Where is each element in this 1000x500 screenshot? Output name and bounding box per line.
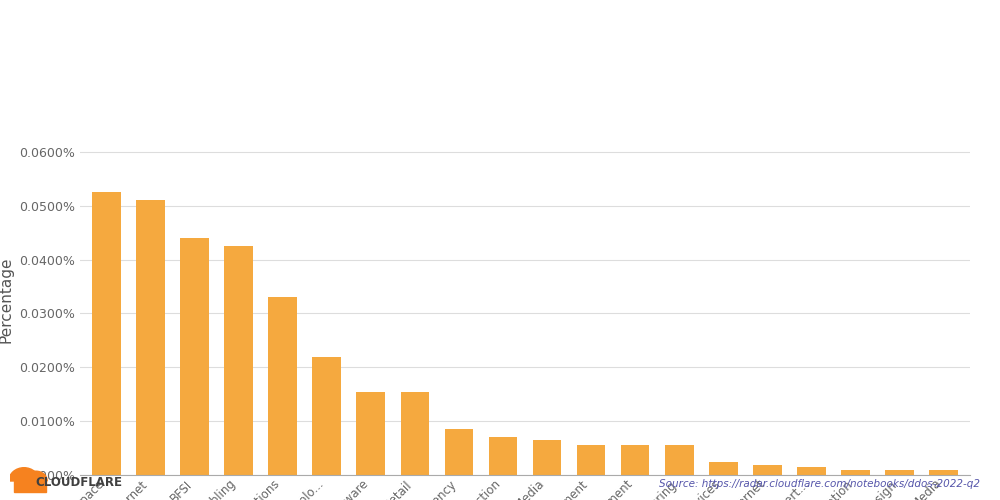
Bar [92,192,121,475]
Wedge shape [18,474,42,484]
Bar [268,298,297,475]
Bar [533,440,561,475]
Bar [445,429,473,475]
Bar [929,470,958,475]
Bar [136,200,165,475]
Bar [14,481,46,492]
Bar [489,438,517,475]
Text: Source: https://radar.cloudflare.com/notebooks/ddos-2022-q2: Source: https://radar.cloudflare.com/not… [659,479,980,489]
Bar [312,356,341,475]
Text: Application-Layer DDoS Attacks - Distribution by industry: Application-Layer DDoS Attacks - Distrib… [30,46,844,70]
Bar [885,470,914,475]
Y-axis label: Percentage: Percentage [0,257,14,343]
Text: CLOUDFLARE: CLOUDFLARE [35,476,122,489]
Bar [621,446,649,475]
Bar [665,446,694,475]
Bar [180,238,209,475]
Bar [797,467,826,475]
Bar [753,466,782,475]
Bar [577,446,605,475]
Bar [841,470,870,475]
Bar [709,462,738,475]
Bar [224,246,253,475]
Wedge shape [9,468,39,481]
Wedge shape [25,471,47,481]
Bar [401,392,429,475]
Bar [356,392,385,475]
